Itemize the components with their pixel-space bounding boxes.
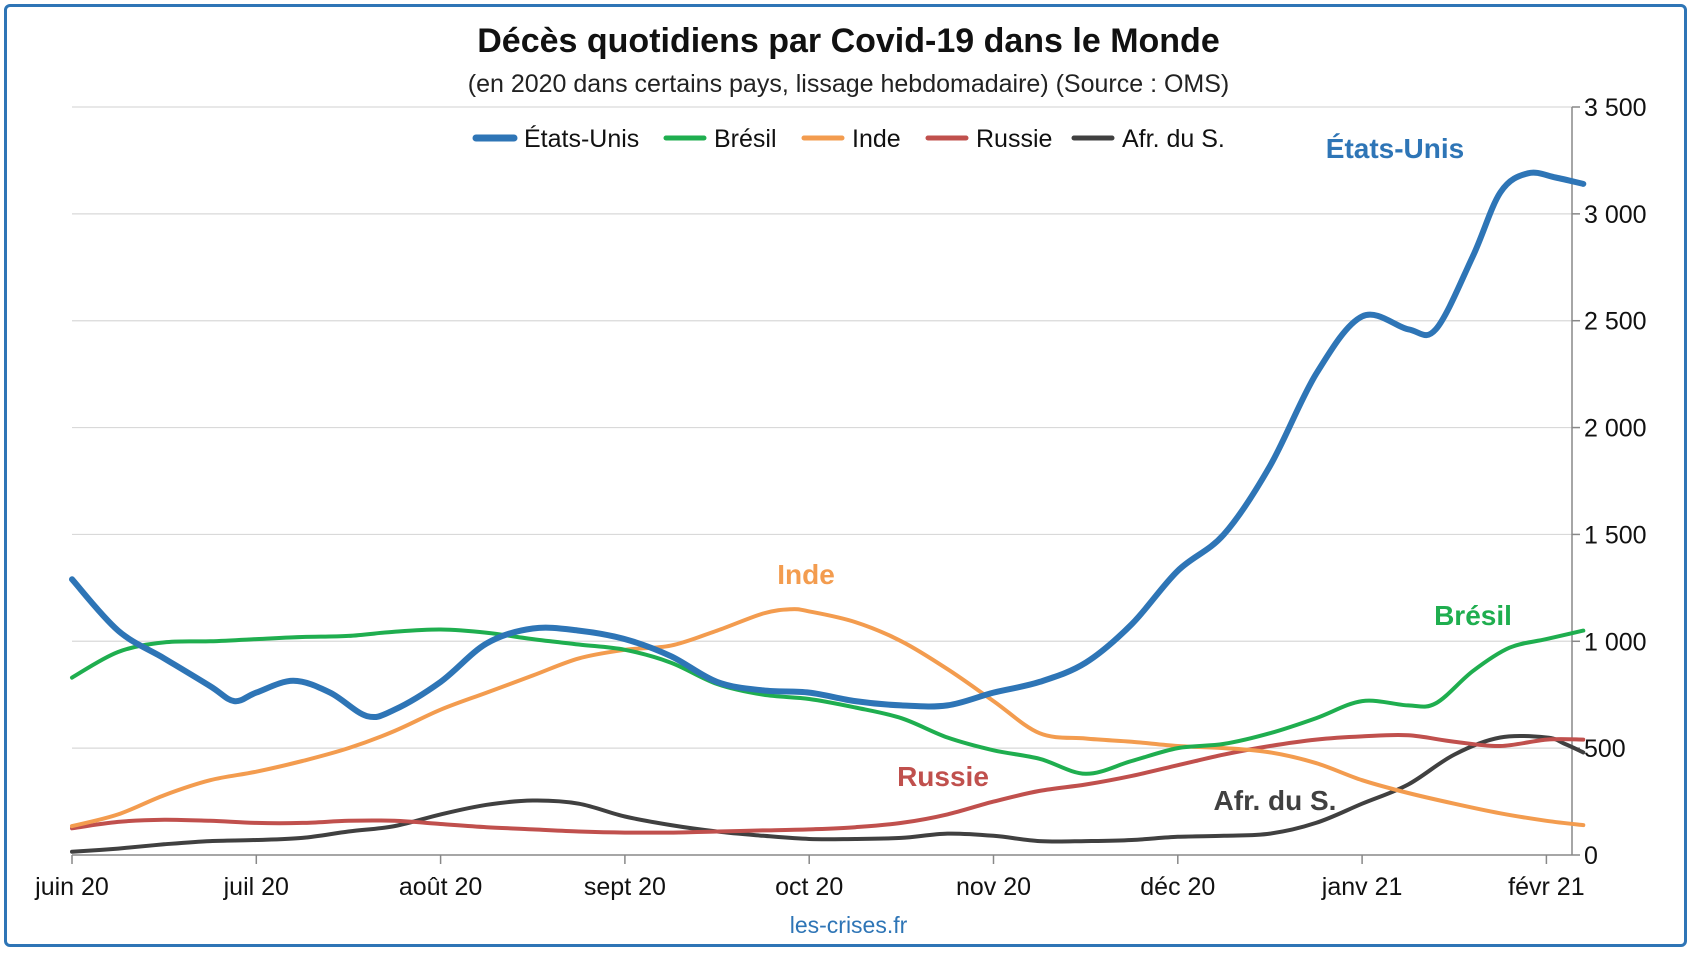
x-tick-label: juil 20 (223, 873, 289, 901)
source-credit: les-crises.fr (789, 912, 908, 938)
series-label-afr-du-s: Afr. du S. (1214, 785, 1337, 816)
series-label-bresil: Brésil (1434, 600, 1512, 631)
series-label-inde: Inde (777, 559, 835, 590)
legend-label-bresil: Brésil (714, 125, 777, 153)
chart-frame (4, 4, 1687, 947)
x-tick-label: janv 21 (1321, 873, 1403, 901)
x-tick-label: févr 21 (1508, 873, 1584, 901)
series-line-etats-unis (69, 169, 1587, 721)
y-tick-label: 500 (1584, 735, 1626, 763)
series-line-russie (70, 732, 1586, 835)
series-line-afr-du-s (70, 733, 1586, 854)
legend-label-afr-du-s: Afr. du S. (1122, 125, 1225, 153)
legend-label-russie: Russie (976, 125, 1052, 153)
x-tick-label: oct 20 (775, 873, 843, 901)
series-line-bresil (70, 627, 1586, 776)
y-tick-label: 1 500 (1584, 521, 1647, 549)
y-tick-label: 0 (1584, 842, 1598, 870)
x-tick-label: nov 20 (956, 873, 1031, 901)
x-tick-label: déc 20 (1140, 873, 1215, 901)
legend-label-inde: Inde (852, 125, 901, 153)
x-tick-label: juin 20 (34, 873, 109, 901)
y-tick-label: 2 000 (1584, 415, 1647, 443)
series-label-russie: Russie (897, 761, 989, 792)
x-tick-label: sept 20 (584, 873, 666, 901)
series-label-etats-unis: États-Unis (1326, 133, 1464, 164)
y-tick-label: 3 000 (1584, 201, 1647, 229)
x-tick-label: août 20 (399, 873, 482, 901)
y-tick-label: 1 000 (1584, 628, 1647, 656)
y-tick-label: 3 500 (1584, 94, 1647, 122)
chart-subtitle: (en 2020 dans certains pays, lissage heb… (467, 70, 1230, 98)
legend-label-etats-unis: États-Unis (524, 124, 639, 153)
chart-title: Décès quotidiens par Covid-19 dans le Mo… (477, 22, 1220, 60)
y-tick-label: 2 500 (1584, 308, 1647, 336)
series-line-inde (70, 607, 1586, 829)
